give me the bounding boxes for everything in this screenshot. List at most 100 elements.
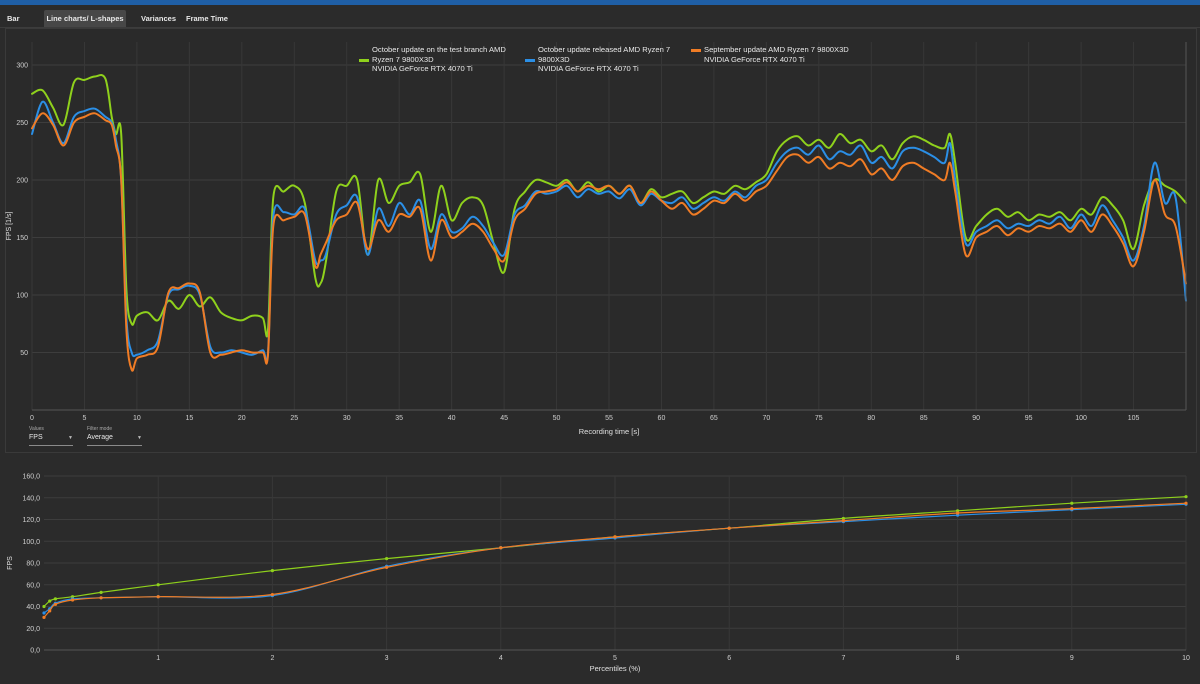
data-point-0 <box>270 569 274 573</box>
y-tick-label: 120,0 <box>22 517 40 524</box>
filter-mode-select[interactable]: Average ▼ <box>87 434 142 446</box>
x-tick-label: 100 <box>1075 415 1087 422</box>
data-point-2 <box>156 595 160 599</box>
x-tick-label: 40 <box>448 415 456 422</box>
legend-text-line: NVIDIA GeForce RTX 4070 Ti <box>372 64 473 73</box>
legend-swatch-orange <box>691 49 701 52</box>
x-tick-label: 0 <box>30 415 34 422</box>
x-tick-label: 10 <box>1182 655 1190 662</box>
x-axis-title: Recording time [s] <box>579 427 639 436</box>
legend-item-test-branch[interactable]: October update on the test branch AMD Ry… <box>359 45 522 74</box>
tab-bar: Bar charts Line charts/ L-shapes Varianc… <box>0 10 1200 40</box>
data-point-0 <box>156 583 160 587</box>
x-tick-label: 3 <box>385 655 389 662</box>
x-tick-label: 9 <box>1070 655 1074 662</box>
series-line-2 <box>43 502 1187 618</box>
values-select[interactable]: FPS ▼ <box>29 434 73 446</box>
x-tick-label: 20 <box>238 415 246 422</box>
data-point-2 <box>727 526 731 530</box>
x-tick-label: 1 <box>156 655 160 662</box>
legend-item-september[interactable]: September update AMD Ryzen 7 9800X3D NVI… <box>691 45 864 64</box>
y-tick-label: 0,0 <box>30 648 40 655</box>
data-point-2 <box>1070 507 1074 511</box>
chevron-down-icon: ▼ <box>137 435 142 441</box>
data-point-0 <box>42 604 46 609</box>
data-point-0 <box>1070 501 1074 505</box>
data-point-2 <box>70 598 75 602</box>
percentile-chart: 0,0 20,0 40,0 60,0 80,0 100,0 120,0 140,0 160,0 1… <box>7 474 1190 674</box>
values-dropdown[interactable]: Values FPS ▼ <box>29 426 73 448</box>
values-label: Values <box>29 426 44 432</box>
y-tick-label: 250 <box>16 120 28 127</box>
fps-over-time-chart: 50 100 150 200 250 300 0 5 10 15 20 25 30 35 40 45 50 55 6… <box>6 42 1187 436</box>
series-line-2 <box>31 112 1187 372</box>
tab-line-charts[interactable]: Line charts/ L-shapes <box>44 10 126 27</box>
x-tick-label: 75 <box>815 415 823 422</box>
legend-item-october-released[interactable]: October update released AMD Ryzen 7 9800… <box>525 45 688 74</box>
y-tick-label: 150 <box>16 235 28 242</box>
legend-text-line: 9800X3D <box>538 54 570 64</box>
x-tick-label: 45 <box>500 415 508 422</box>
x-tick-label: 10 <box>133 415 141 422</box>
x-tick-label: 15 <box>185 415 193 422</box>
tab-variances[interactable]: Variances <box>141 14 177 23</box>
tab-bar-charts[interactable]: Bar charts <box>7 14 30 40</box>
x-tick-label: 6 <box>727 655 731 662</box>
y-axis-title: FPS [1/s] <box>6 212 13 241</box>
x-tick-label: 80 <box>867 415 875 422</box>
x-tick-label: 5 <box>613 655 617 662</box>
data-point-1 <box>42 611 46 615</box>
data-point-2 <box>499 546 503 550</box>
fps-over-time-panel <box>5 28 1197 453</box>
data-point-2 <box>42 615 46 619</box>
legend-swatch-green <box>359 59 369 62</box>
data-point-2 <box>53 602 58 606</box>
legend-text-line: September update AMD Ryzen 7 9800X3D <box>704 45 849 54</box>
y-tick-label: 300 <box>16 63 28 70</box>
data-point-0 <box>48 599 52 603</box>
y-tick-label: 100 <box>16 293 28 300</box>
data-point-2 <box>48 609 52 613</box>
y-tick-label: 100,0 <box>22 539 40 546</box>
series-line-0 <box>43 496 1187 608</box>
data-point-2 <box>613 535 617 539</box>
x-tick-label: 70 <box>762 415 770 422</box>
x-tick-label: 65 <box>710 415 718 422</box>
filter-mode-selected: Average <box>87 434 113 441</box>
y-tick-label: 200 <box>16 178 28 185</box>
x-tick-label: 50 <box>553 415 561 422</box>
x-tick-label: 7 <box>841 655 845 662</box>
x-tick-label: 4 <box>499 655 503 662</box>
tab-frame-time-distribution[interactable]: Frame Time Distribution <box>186 14 228 40</box>
y-axis-title: FPS <box>7 556 14 570</box>
legend-text-line: October update on the test branch AMD <box>372 45 506 54</box>
data-point-0 <box>1184 495 1188 499</box>
y-tick-label: 20,0 <box>26 626 40 633</box>
chevron-down-icon: ▼ <box>68 435 73 441</box>
legend-text-line: NVIDIA GeForce RTX 4070 Ti <box>538 64 639 73</box>
y-tick-label: 40,0 <box>26 604 40 611</box>
legend-text-line: NVIDIA GeForce RTX 4070 Ti <box>704 54 805 64</box>
data-point-2 <box>956 511 960 515</box>
values-selected: FPS <box>29 434 43 441</box>
y-tick-label: 140,0 <box>22 495 40 502</box>
data-point-0 <box>385 557 389 561</box>
x-tick-label: 5 <box>83 415 87 422</box>
x-axis-title: Percentiles (%) <box>590 664 641 673</box>
legend-text-line: Ryzen 7 9800X3D <box>372 54 434 64</box>
data-point-2 <box>1184 501 1188 505</box>
x-tick-label: 8 <box>956 655 960 662</box>
x-tick-label: 95 <box>1025 415 1033 422</box>
data-point-2 <box>385 565 389 569</box>
filter-mode-label: Filter mode <box>87 426 113 432</box>
x-tick-label: 35 <box>395 415 403 422</box>
x-tick-label: 2 <box>270 655 274 662</box>
x-tick-label: 30 <box>343 415 351 422</box>
x-tick-label: 90 <box>972 415 980 422</box>
data-point-0 <box>53 597 58 601</box>
x-tick-label: 85 <box>920 415 928 422</box>
filter-mode-dropdown[interactable]: Filter mode Average ▼ <box>87 426 142 448</box>
title-bar <box>0 0 1200 5</box>
y-tick-label: 60,0 <box>26 582 40 589</box>
x-tick-label: 55 <box>605 415 613 422</box>
